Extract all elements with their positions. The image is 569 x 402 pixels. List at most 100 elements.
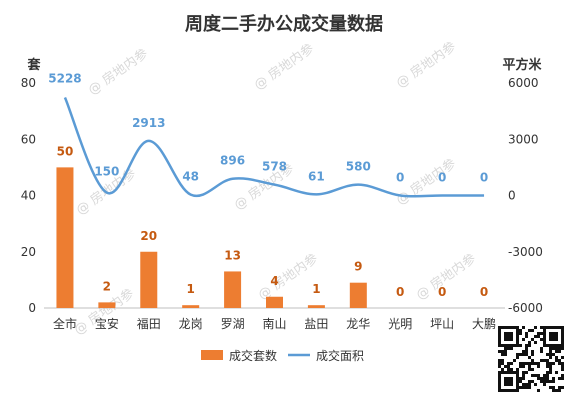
- qr-module: [498, 365, 501, 368]
- qr-module: [504, 335, 507, 338]
- qr-module: [561, 347, 564, 350]
- qr-module: [504, 383, 507, 386]
- qr-module: [510, 338, 513, 341]
- qr-module: [498, 374, 501, 377]
- line-data-label: 61: [308, 169, 325, 183]
- qr-module: [522, 371, 525, 374]
- qr-module: [549, 332, 552, 335]
- qr-module: [561, 365, 564, 368]
- qr-module: [558, 362, 561, 365]
- qr-module: [516, 380, 519, 383]
- qr-module: [522, 338, 525, 341]
- qr-module: [513, 359, 516, 362]
- bar-data-label: 4: [270, 274, 278, 288]
- left-tick-label: 80: [21, 76, 36, 90]
- bar: [349, 282, 367, 308]
- qr-module: [504, 338, 507, 341]
- bar-data-label: 2: [103, 279, 111, 293]
- qr-module: [552, 386, 555, 389]
- qr-module: [561, 329, 564, 332]
- qr-module: [528, 380, 531, 383]
- qr-module: [546, 326, 549, 329]
- qr-module: [531, 362, 534, 365]
- qr-module: [525, 347, 528, 350]
- qr-module: [561, 341, 564, 344]
- qr-module: [528, 368, 531, 371]
- category-label: 龙华: [346, 317, 370, 331]
- qr-module: [501, 344, 504, 347]
- line-data-label: 0: [480, 171, 488, 185]
- qr-module: [519, 353, 522, 356]
- qr-module: [498, 344, 501, 347]
- qr-module: [555, 356, 558, 359]
- qr-module: [507, 380, 510, 383]
- qr-module: [498, 386, 501, 389]
- category-label: 坪山: [430, 317, 454, 331]
- left-tick-label: 0: [28, 301, 36, 315]
- qr-module: [549, 380, 552, 383]
- qr-module: [522, 326, 525, 329]
- qr-module: [534, 341, 537, 344]
- qr-module: [498, 332, 501, 335]
- qr-module: [507, 326, 510, 329]
- qr-module: [525, 335, 528, 338]
- qr-module: [525, 353, 528, 356]
- watermark-text: @ 房地内参: [255, 251, 321, 304]
- qr-module: [498, 338, 501, 341]
- qr-module: [504, 380, 507, 383]
- qr-module: [558, 389, 561, 392]
- qr-module: [537, 362, 540, 365]
- qr-module: [555, 338, 558, 341]
- qr-module: [543, 329, 546, 332]
- qr-module: [516, 329, 519, 332]
- qr-module: [510, 362, 513, 365]
- qr-module: [543, 359, 546, 362]
- qr-module: [549, 347, 552, 350]
- qr-module: [522, 374, 525, 377]
- bar: [98, 302, 116, 308]
- qr-module: [558, 326, 561, 329]
- qr-module: [519, 329, 522, 332]
- right-tick-label: -6000: [508, 301, 543, 315]
- qr-module: [558, 359, 561, 362]
- qr-module: [516, 368, 519, 371]
- qr-module: [561, 338, 564, 341]
- bar-data-label: 13: [224, 248, 241, 262]
- qr-module: [525, 332, 528, 335]
- qr-module: [549, 362, 552, 365]
- qr-module: [540, 350, 543, 353]
- qr-module: [546, 365, 549, 368]
- qr-module: [546, 380, 549, 383]
- qr-module: [516, 374, 519, 377]
- qr-module: [546, 353, 549, 356]
- qr-module: [537, 389, 540, 392]
- qr-code: [496, 324, 566, 394]
- qr-module: [519, 377, 522, 380]
- qr-module: [549, 356, 552, 359]
- qr-module: [510, 368, 513, 371]
- qr-module: [558, 377, 561, 380]
- qr-module: [501, 353, 504, 356]
- qr-module: [531, 359, 534, 362]
- qr-module: [549, 371, 552, 374]
- qr-module: [516, 344, 519, 347]
- qr-module: [507, 383, 510, 386]
- qr-module: [540, 359, 543, 362]
- qr-module: [540, 338, 543, 341]
- qr-module: [519, 332, 522, 335]
- qr-module: [561, 368, 564, 371]
- qr-module: [546, 371, 549, 374]
- qr-module: [561, 356, 564, 359]
- qr-module: [516, 371, 519, 374]
- qr-module: [555, 350, 558, 353]
- qr-module: [543, 338, 546, 341]
- legend-bar-swatch: [201, 350, 223, 360]
- qr-module: [543, 380, 546, 383]
- qr-module: [507, 344, 510, 347]
- qr-module: [528, 386, 531, 389]
- qr-module: [501, 371, 504, 374]
- qr-module: [534, 362, 537, 365]
- qr-module: [516, 353, 519, 356]
- qr-module: [528, 356, 531, 359]
